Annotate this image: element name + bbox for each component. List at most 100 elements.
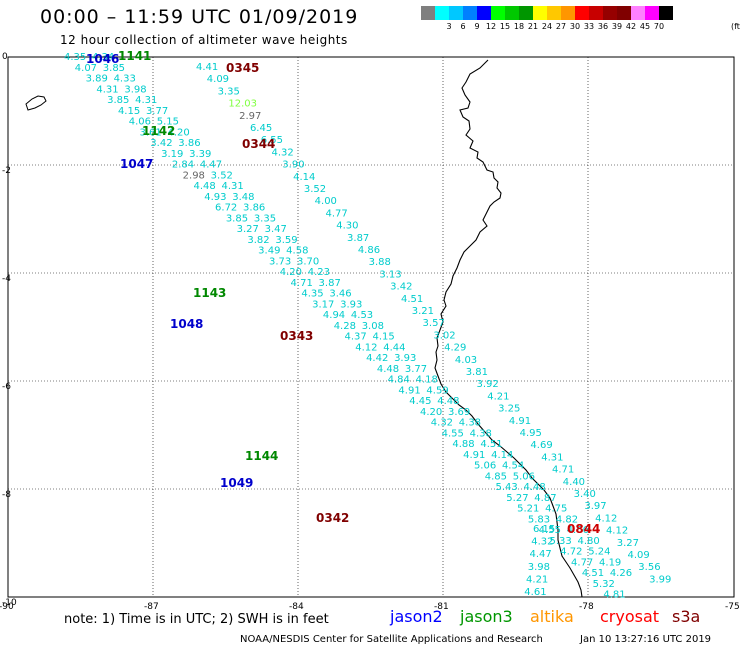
lat-tick-label: -2 (2, 166, 11, 176)
wave-height-value: 4.33 (114, 74, 136, 85)
wave-height-value: 5.06 (474, 461, 496, 472)
lon-tick-label: -81 (434, 602, 449, 612)
wave-height-value: 6.45 (250, 123, 272, 134)
wave-height-value: 3.52 (304, 184, 326, 195)
wave-height-value: 5.06 (513, 471, 535, 482)
wave-height-value: 3.40 (574, 489, 596, 500)
wave-height-value: 4.37 (344, 332, 366, 343)
wave-height-value: 4.21 (487, 391, 509, 402)
lat-tick-label: -4 (2, 274, 11, 284)
wave-height-value: 4.51 (401, 294, 423, 305)
wave-height-value: 3.57 (423, 318, 445, 329)
colorbar-label: 70 (653, 22, 665, 31)
lon-tick-label: -84 (289, 602, 304, 612)
wave-height-value: 4.14 (491, 450, 513, 461)
wave-height-value: 4.42 (366, 353, 388, 364)
colorbar-swatch: 39 (603, 6, 622, 31)
colorbar-label: 3 (446, 22, 452, 31)
wave-height-value: 3.08 (362, 321, 384, 332)
wave-height-value: 4.18 (416, 375, 438, 386)
wave-height-value: 4.84 (388, 375, 410, 386)
galapagos-island (25, 95, 47, 111)
wave-height-value: 6.72 (215, 203, 237, 214)
colorbar-swatch: 18 (505, 6, 524, 31)
wave-height-value: 6.55 (261, 135, 283, 146)
wave-height-value: 3.85 (107, 95, 129, 106)
wave-height-value: 4.53 (351, 310, 373, 321)
legend-item-s3a: s3a (672, 607, 701, 626)
wave-height-value: 3.39 (189, 149, 211, 160)
wave-height-value: 4.95 (520, 428, 542, 439)
wave-height-value: 4.71 (291, 278, 313, 289)
map-subtitle: 12 hour collection of altimeter wave hei… (60, 33, 348, 47)
colorbar-swatch: 12 (477, 6, 496, 31)
pass-id-label: 0343 (280, 329, 313, 343)
wave-height-value: 4.47 (530, 549, 552, 560)
wave-height-value: 4.32 (531, 537, 553, 548)
wave-height-value: 3.98 (124, 84, 146, 95)
legend-item-cryosat: cryosat (600, 607, 660, 626)
wave-height-value: 4.51 (582, 568, 604, 579)
colorbar-label: 21 (527, 22, 539, 31)
wave-height-value: 4.15 (118, 106, 140, 117)
wave-height-value: 4.31 (96, 84, 118, 95)
wave-height-value: 3.93 (340, 299, 362, 310)
pass-id-label: 1049 (220, 476, 253, 490)
wave-height-value: 4.09 (628, 550, 650, 561)
wave-height-value: 3.73 (269, 256, 291, 267)
wave-height-value: 3.93 (394, 353, 416, 364)
lat-tick-label: -8 (2, 490, 11, 500)
timestamp: Jan 10 13:27:16 UTC 2019 (580, 634, 712, 645)
wave-height-value: 3.77 (405, 364, 427, 375)
wave-height-value: 4.06 (129, 117, 151, 128)
pass-id-label: 0844 (567, 522, 600, 536)
wave-height-value: 3.21 (412, 306, 434, 317)
wave-height-value: 4.20 (420, 407, 442, 418)
wave-height-value: 4.00 (315, 196, 337, 207)
colorbar-swatch: 33 (575, 6, 594, 31)
wave-height-value: 3.99 (649, 574, 671, 585)
wave-height-value: 3.59 (275, 235, 297, 246)
wave-height-value: 3.42 (150, 138, 172, 149)
wave-height-value: 4.91 (463, 450, 485, 461)
wave-height-value: 3.85 (103, 63, 125, 74)
wave-height-value: 4.12 (355, 342, 377, 353)
colorbar-label: 39 (611, 22, 623, 31)
wave-height-value: 4.91 (398, 385, 420, 396)
pass-id-label: 1143 (193, 286, 226, 300)
wave-height-value: 3.92 (476, 379, 498, 390)
wave-height-value: 4.55 (442, 428, 464, 439)
wave-height-value: 4.41 (196, 62, 218, 73)
wave-height-value: 4.44 (383, 342, 405, 353)
wave-height-value: 5.43 (496, 482, 518, 493)
wave-height-value: 4.20 (168, 127, 190, 138)
pass-id-label: 1047 (120, 157, 153, 171)
wave-height-value: 4.23 (308, 267, 330, 278)
pass-id-label: 0344 (242, 137, 275, 151)
lon-tick-label: -87 (144, 602, 159, 612)
wave-height-value: 3.35 (254, 213, 276, 224)
colorbar-swatch: 30 (561, 6, 580, 31)
colorbar-swatch: 9 (463, 6, 480, 31)
colorbar-swatch: 42 (617, 6, 636, 31)
wave-height-value: 3.98 (528, 562, 550, 573)
wave-height-value: 3.27 (237, 224, 259, 235)
colorbar-unit: (ft) (731, 22, 740, 31)
colorbar-label: 15 (499, 22, 511, 31)
lon-tick-label: -75 (725, 602, 740, 612)
wave-height-value: 3.42 (390, 282, 412, 293)
wave-height-value: 4.40 (563, 477, 585, 488)
wave-height-value: 4.87 (534, 493, 556, 504)
wave-height-value: 4.54 (502, 461, 524, 472)
wave-height-value: 4.12 (595, 513, 617, 524)
wave-height-value: 4.82 (556, 514, 578, 525)
wave-height-value: 3.86 (178, 138, 200, 149)
coastline (434, 59, 583, 598)
wave-height-value: 3.13 (379, 269, 401, 280)
wave-height-value: 3.52 (211, 170, 233, 181)
wave-height-value: 4.81 (603, 590, 625, 601)
colorbar-swatch (421, 6, 435, 20)
wave-height-value: 3.35 (218, 86, 240, 97)
